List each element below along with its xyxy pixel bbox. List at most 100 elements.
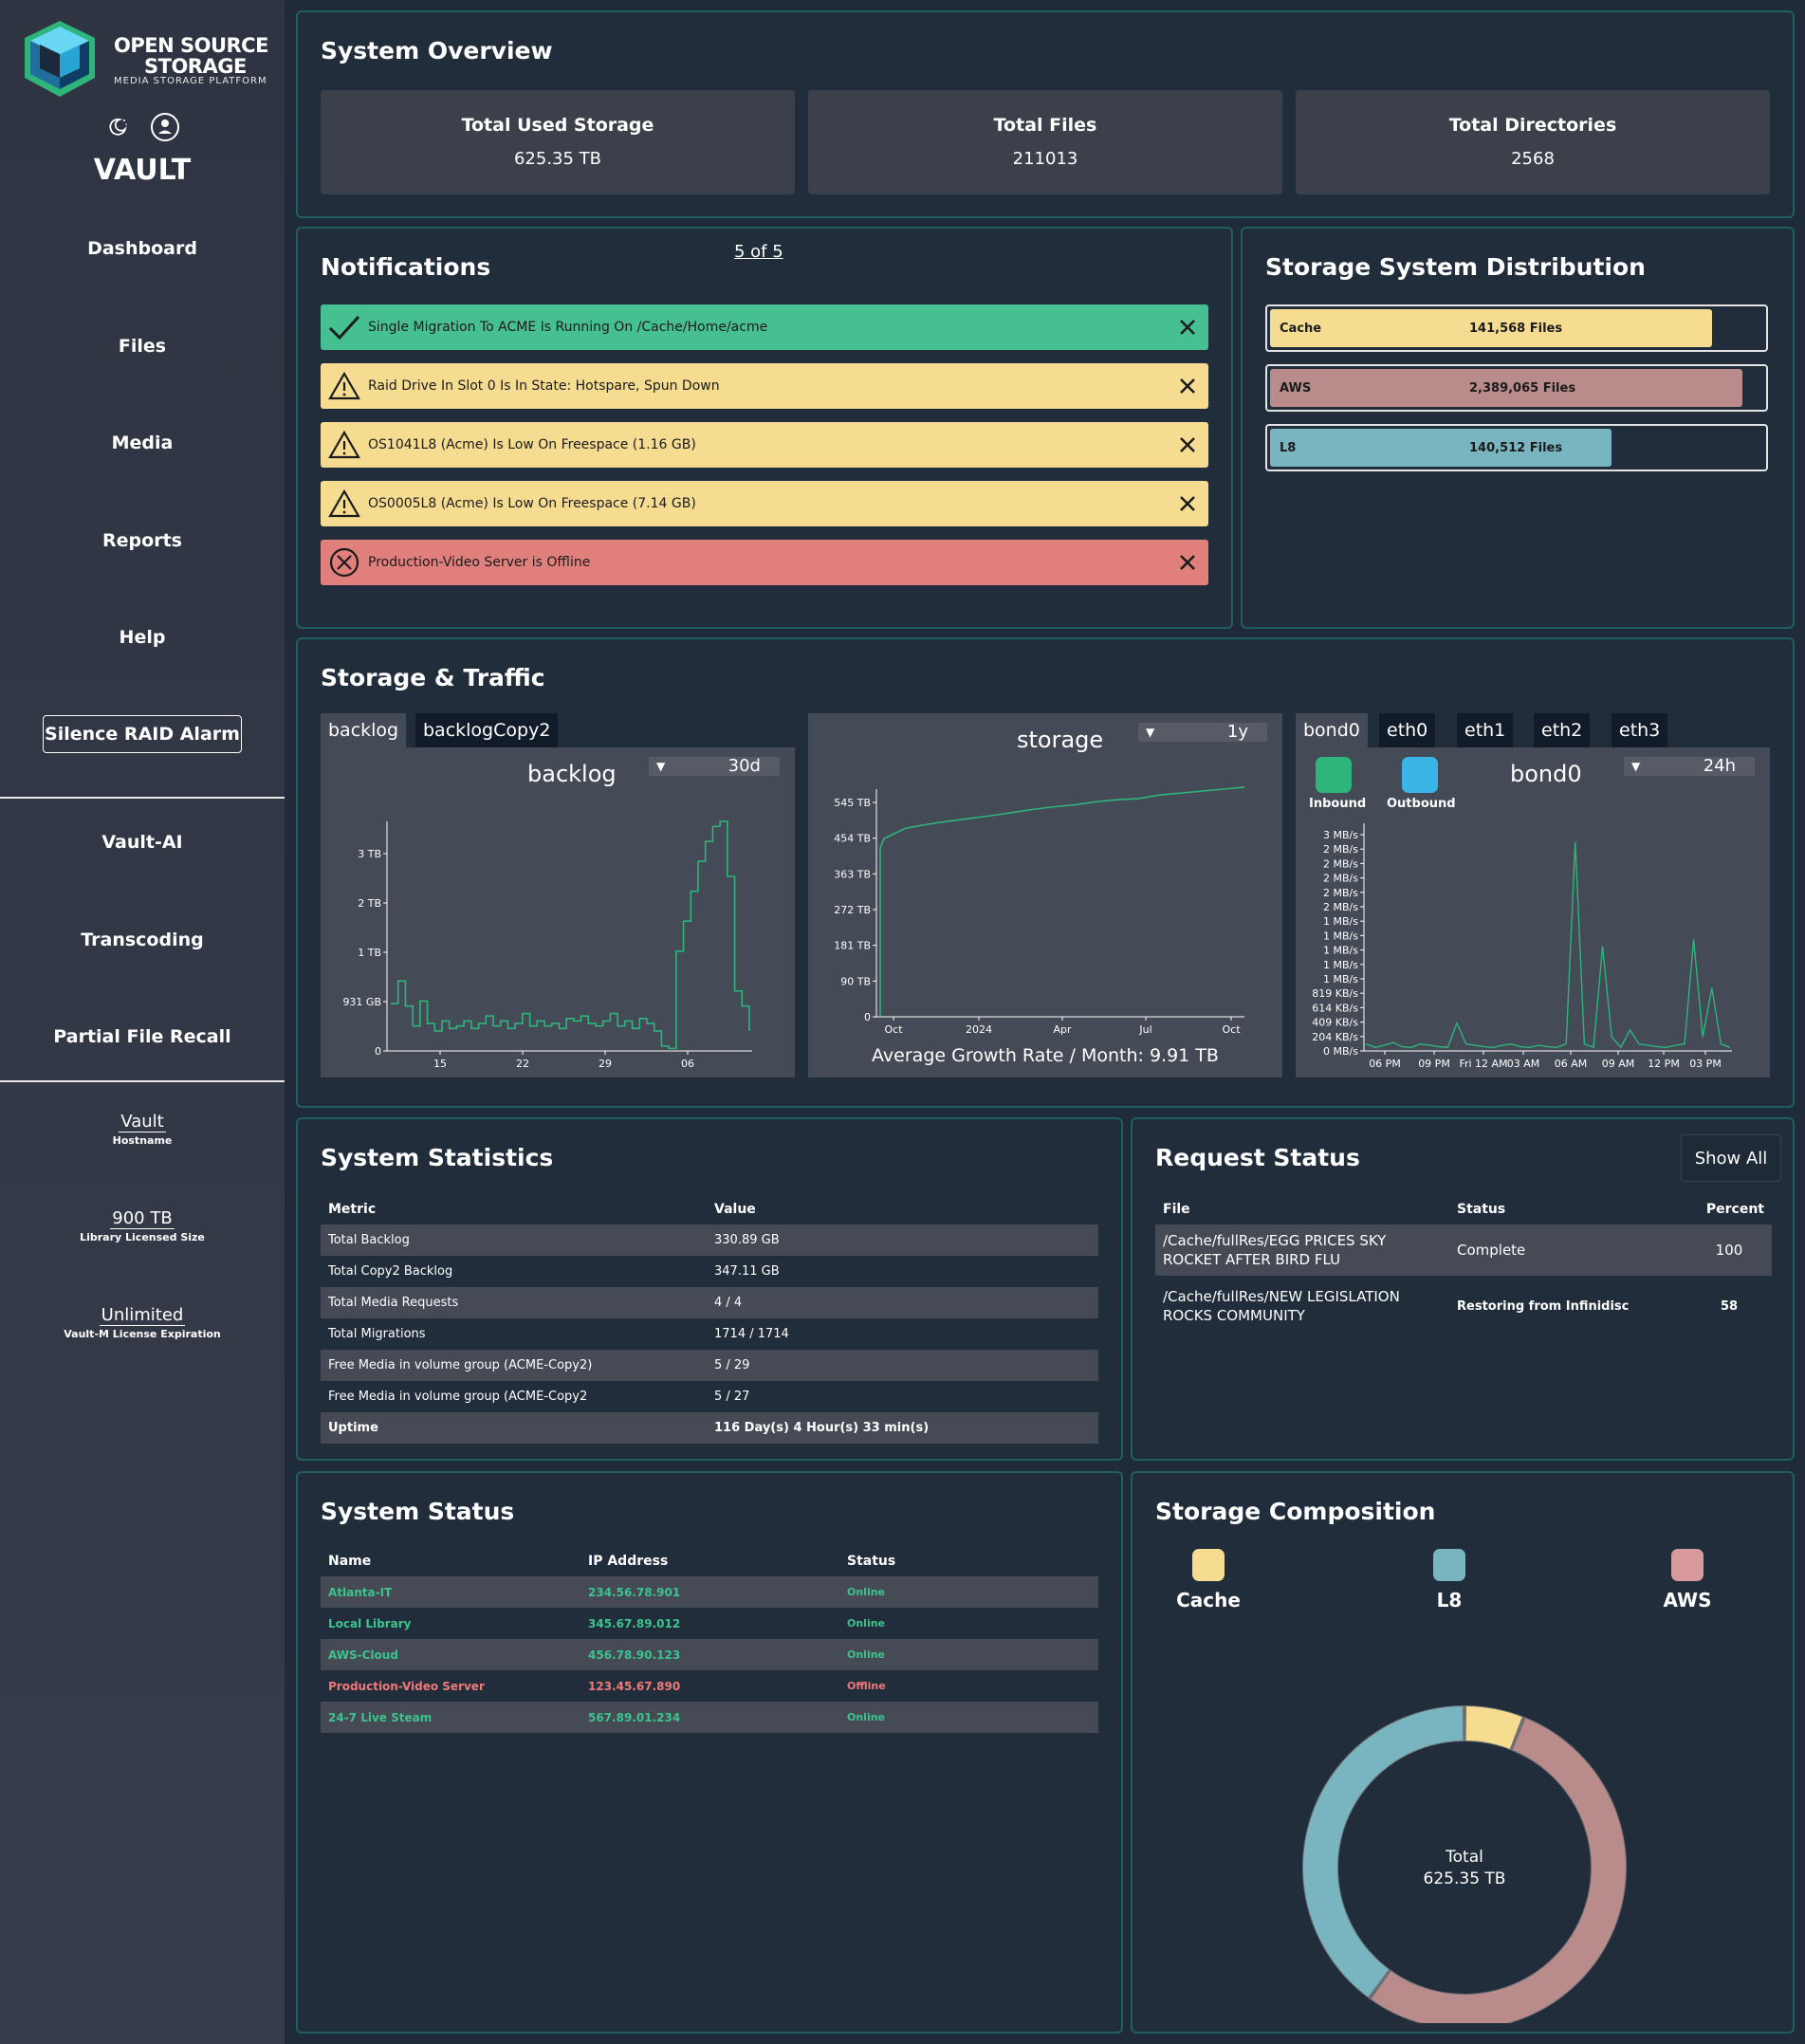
brand-tagline: MEDIA STORAGE PLATFORM — [114, 76, 267, 86]
y-tick-label: 2 MB/s — [1323, 887, 1358, 899]
nav-dashboard[interactable]: Dashboard — [87, 238, 197, 259]
x-tick-label: Apr — [1053, 1023, 1072, 1036]
show-all-button[interactable]: Show All — [1681, 1134, 1781, 1182]
stat-value: 211013 — [1012, 149, 1078, 169]
nav-vault-ai[interactable]: Vault-AI — [101, 832, 183, 853]
nav-reports[interactable]: Reports — [102, 530, 182, 551]
request-table: File Status Percent /Cache/fullRes/EGG P… — [1155, 1194, 1772, 1336]
legend-label: Inbound — [1309, 797, 1367, 811]
notification-item: Production-Video Server is Offline — [321, 540, 1208, 585]
ip-address-cell: 567.89.01.234 — [580, 1702, 839, 1733]
legend-aws[interactable]: AWS — [1654, 1549, 1721, 1611]
storage-series-line — [879, 786, 1245, 1017]
notifications-pager[interactable]: 5 of 5 — [734, 242, 783, 262]
tab-eth0[interactable]: eth0 — [1379, 713, 1436, 747]
close-icon[interactable] — [1179, 436, 1196, 453]
distribution-row-cache: Cache 141,568 Files — [1265, 304, 1768, 352]
distribution-name: L8 — [1280, 441, 1297, 455]
column-header: Value — [714, 1202, 756, 1217]
close-icon[interactable] — [1179, 495, 1196, 512]
donut-slice-l8[interactable] — [1303, 1706, 1464, 1998]
x-tick-label: 09 AM — [1602, 1058, 1635, 1070]
y-tick-label: 2 MB/s — [1323, 901, 1358, 913]
distribution-bar: L8 140,512 Files — [1270, 429, 1612, 467]
stat-label: Total Files — [993, 115, 1097, 136]
table-row: Total Migrations 1714 / 1714 — [321, 1318, 1098, 1350]
table-row[interactable]: AWS-Cloud 456.78.90.123 Online — [321, 1639, 1098, 1670]
x-tick-label: 06 AM — [1555, 1058, 1588, 1070]
storage-donut-chart: Total 625.35 TB — [1302, 1705, 1627, 2023]
donut-center-label: Total — [1445, 1848, 1483, 1867]
tab-bond0[interactable]: bond0 — [1296, 713, 1368, 747]
stat-value: 625.35 TB — [513, 149, 602, 169]
nav-transcoding[interactable]: Transcoding — [81, 930, 204, 950]
panel-title: System Status — [321, 1498, 515, 1525]
close-icon[interactable] — [1179, 377, 1196, 395]
distribution-name: Cache — [1280, 322, 1322, 336]
y-tick-label: 90 TB — [840, 975, 871, 987]
brand-line-1: OPEN SOURCE — [114, 34, 268, 57]
storage-plot: 0 90 TB 181 TB 272 TB 363 TB 454 TB 545 TB Oct 2… — [834, 786, 1245, 1036]
license-size-label: Library Licensed Size — [80, 1231, 205, 1243]
nav-partial-file-recall[interactable]: Partial File Recall — [53, 1026, 231, 1047]
aws-swatch — [1671, 1549, 1704, 1581]
theme-toggle-icon[interactable] — [106, 116, 129, 138]
y-tick-label: 3 MB/s — [1323, 829, 1358, 841]
network-range-dropdown[interactable]: ▼ 24h — [1624, 757, 1755, 776]
brand-logo[interactable]: OPEN SOURCE STORAGE MEDIA STORAGE PLATFO… — [21, 19, 277, 102]
notification-item: Raid Drive In Slot 0 Is In State: Hotspa… — [321, 363, 1208, 409]
notification-text: Single Migration To ACME Is Running On /… — [368, 320, 768, 335]
metric-cell: Total Backlog — [321, 1225, 707, 1256]
table-row[interactable]: /Cache/fullRes/NEW LEGISLATION ROCKS COM… — [1155, 1276, 1772, 1336]
x-tick-label: Fri 12 AM — [1459, 1058, 1507, 1070]
distribution-count: 141,568 Files — [1469, 322, 1563, 336]
backlog-series-line — [391, 820, 750, 1050]
close-icon[interactable] — [1179, 319, 1196, 336]
legend-cache[interactable]: Cache — [1170, 1549, 1246, 1611]
tab-backlog[interactable]: backlog — [321, 713, 407, 747]
table-row[interactable]: /Cache/fullRes/EGG PRICES SKY ROCKET AFT… — [1155, 1225, 1772, 1276]
storage-chart: storage ▼ 1y 0 90 TB 181 TB 272 TB 363 TB 454… — [808, 713, 1282, 1077]
tab-backlog-copy2[interactable]: backlogCopy2 — [415, 713, 559, 747]
y-tick-label: 1 MB/s — [1323, 915, 1358, 928]
table-row[interactable]: Atlanta-IT 234.56.78.901 Online — [321, 1576, 1098, 1608]
y-tick-label: 1 MB/s — [1323, 945, 1358, 957]
percent-cell: 100 — [1686, 1225, 1772, 1276]
system-statistics-panel: System Statistics Metric Value Total Bac… — [296, 1117, 1123, 1461]
license-size-info: 900 TB Library Licensed Size — [0, 1209, 285, 1244]
table-row[interactable]: Local Library 345.67.89.012 Online — [321, 1608, 1098, 1639]
l8-swatch — [1433, 1549, 1465, 1581]
notification-text: Raid Drive In Slot 0 Is In State: Hotspa… — [368, 378, 720, 394]
tab-eth2[interactable]: eth2 — [1534, 713, 1591, 747]
storage-range-dropdown[interactable]: ▼ 1y — [1138, 723, 1267, 742]
system-name-cell: 24-7 Live Steam — [321, 1702, 580, 1733]
status-cell: Online — [839, 1639, 1098, 1670]
nav-help[interactable]: Help — [119, 627, 166, 648]
license-expiration-info: Unlimited Vault-M License Expiration — [0, 1306, 285, 1341]
legend-label: Outbound — [1387, 797, 1456, 811]
nav-media[interactable]: Media — [111, 433, 174, 453]
user-account-icon[interactable] — [150, 112, 180, 142]
donut-slice-cache[interactable] — [1465, 1706, 1522, 1749]
backlog-plot: 0 931 GB 1 TB 2 TB 3 TB 15 22 29 06 — [342, 820, 752, 1070]
request-status-panel: Request Status Show All File Status Perc… — [1131, 1117, 1795, 1461]
distribution-row-l8: L8 140,512 Files — [1265, 424, 1768, 471]
nav-files[interactable]: Files — [118, 336, 167, 357]
panel-title: System Statistics — [321, 1144, 554, 1171]
close-icon[interactable] — [1179, 554, 1196, 571]
table-row[interactable]: Production-Video Server 123.45.67.890 Offl… — [321, 1670, 1098, 1702]
legend-l8[interactable]: L8 — [1421, 1549, 1478, 1611]
tab-eth3[interactable]: eth3 — [1612, 713, 1668, 747]
silence-raid-alarm-button[interactable]: Silence RAID Alarm — [43, 715, 242, 753]
backlog-range-dropdown[interactable]: ▼ 30d — [649, 757, 780, 776]
license-expiration-label: Vault-M License Expiration — [64, 1328, 221, 1340]
tab-eth1[interactable]: eth1 — [1457, 713, 1514, 747]
network-plot: 0 MB/s 204 KB/s 409 KB/s 614 KB/s 819 KB/s 1 … — [1312, 823, 1732, 1070]
table-row[interactable]: 24-7 Live Steam 567.89.01.234 Online — [321, 1702, 1098, 1733]
legend-inbound[interactable]: Inbound — [1309, 757, 1367, 811]
legend-outbound[interactable]: Outbound — [1387, 757, 1456, 811]
donut-slice-aws[interactable] — [1371, 1718, 1626, 2023]
y-tick-label: 363 TB — [834, 868, 871, 880]
stat-card-used-storage: Total Used Storage 625.35 TB — [321, 90, 795, 194]
system-name-cell: AWS-Cloud — [321, 1639, 580, 1670]
